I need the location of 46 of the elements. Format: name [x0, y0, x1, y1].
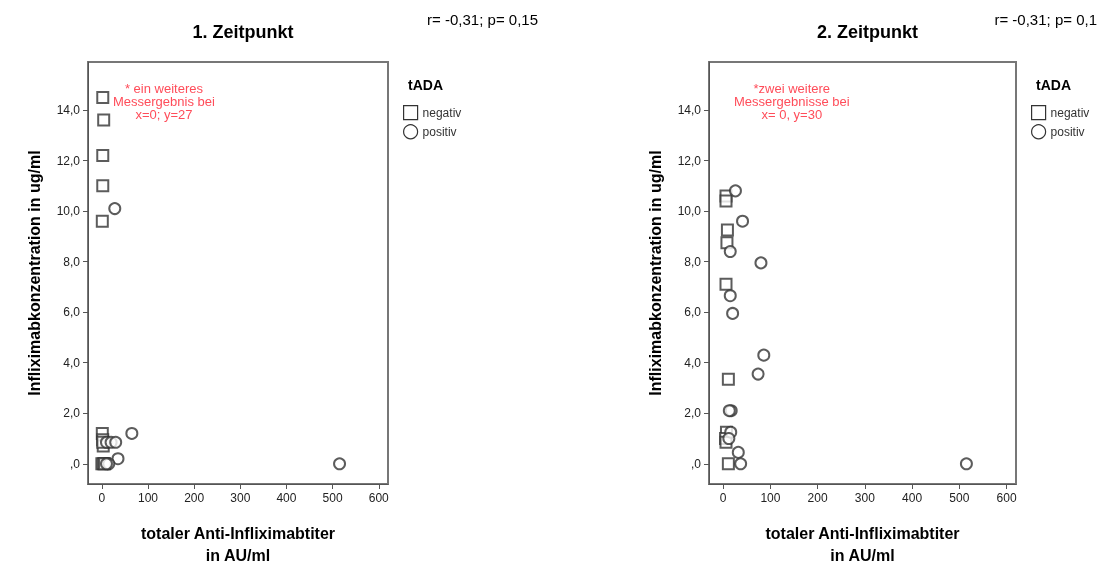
x-tick-label: 0	[719, 491, 727, 505]
x-tick-label: 200	[807, 491, 828, 505]
x-tick-label: 400	[276, 491, 297, 505]
x-tick-label: 300	[230, 491, 251, 505]
x-tick-label: 500	[322, 491, 343, 505]
y-tick-label: 10,0	[677, 204, 702, 219]
legend-title: tADA	[408, 77, 443, 93]
y-tick-label: 8,0	[684, 254, 702, 269]
y-tick-label: 4,0	[684, 355, 702, 370]
legend-title: tADA	[1036, 77, 1071, 93]
x-tick-label: 300	[854, 491, 876, 505]
annotation: *zwei weitere Messergebnisse bei x= 0, y=30	[734, 81, 850, 122]
y-axis-title: Infliximabkonzentration in ug/ml	[25, 150, 43, 396]
y-tick-label: 6,0	[684, 305, 702, 320]
y-tick-label: 8,0	[63, 254, 81, 269]
x-tick-label: 100	[760, 491, 781, 505]
text: r= -0,31; p= 0,15	[427, 11, 539, 28]
chart-title: 1. Zeitpunkt	[192, 22, 294, 42]
x-tick-label: 100	[137, 491, 159, 505]
legend-label: positiv	[1050, 124, 1085, 139]
y-tick-label: 14,0	[56, 103, 81, 118]
y-tick-label: 10,0	[56, 204, 81, 219]
x-tick-label: 0	[98, 491, 106, 505]
chart-title: 2. Zeitpunkt	[816, 22, 919, 42]
x-tick-label: 600	[996, 491, 1017, 505]
x-axis-title: totaler Anti-Infliximabtiter in AU/ml	[765, 524, 960, 564]
y-tick-label: 6,0	[63, 305, 81, 320]
y-tick-label: ,0	[69, 456, 81, 471]
x-tick-label: 400	[902, 491, 923, 505]
x-tick-label: 500	[949, 491, 970, 505]
x-tick-label: 200	[184, 491, 205, 505]
y-tick-label: 14,0	[677, 103, 702, 118]
y-tick-label: 2,0	[684, 406, 702, 421]
annotation: * ein weiteres Messergebnis bei x=0; y=27	[113, 81, 215, 122]
legend-label: negativ	[1050, 105, 1090, 120]
text: r= -0,31; p= 0,1	[994, 11, 1098, 28]
legend-label: negativ	[422, 105, 462, 120]
legend-label: positiv	[422, 124, 457, 139]
y-tick-label: ,0	[690, 456, 702, 471]
y-tick-label: 4,0	[63, 355, 81, 370]
y-tick-label: 2,0	[63, 406, 81, 421]
x-tick-label: 600	[368, 491, 390, 505]
y-axis-title: Infliximabkonzentration in ug/ml	[646, 150, 664, 396]
y-tick-label: 12,0	[677, 153, 702, 168]
y-tick-label: 12,0	[56, 153, 81, 168]
x-axis-title: totaler Anti-Infliximabtiter in AU/ml	[140, 524, 336, 564]
